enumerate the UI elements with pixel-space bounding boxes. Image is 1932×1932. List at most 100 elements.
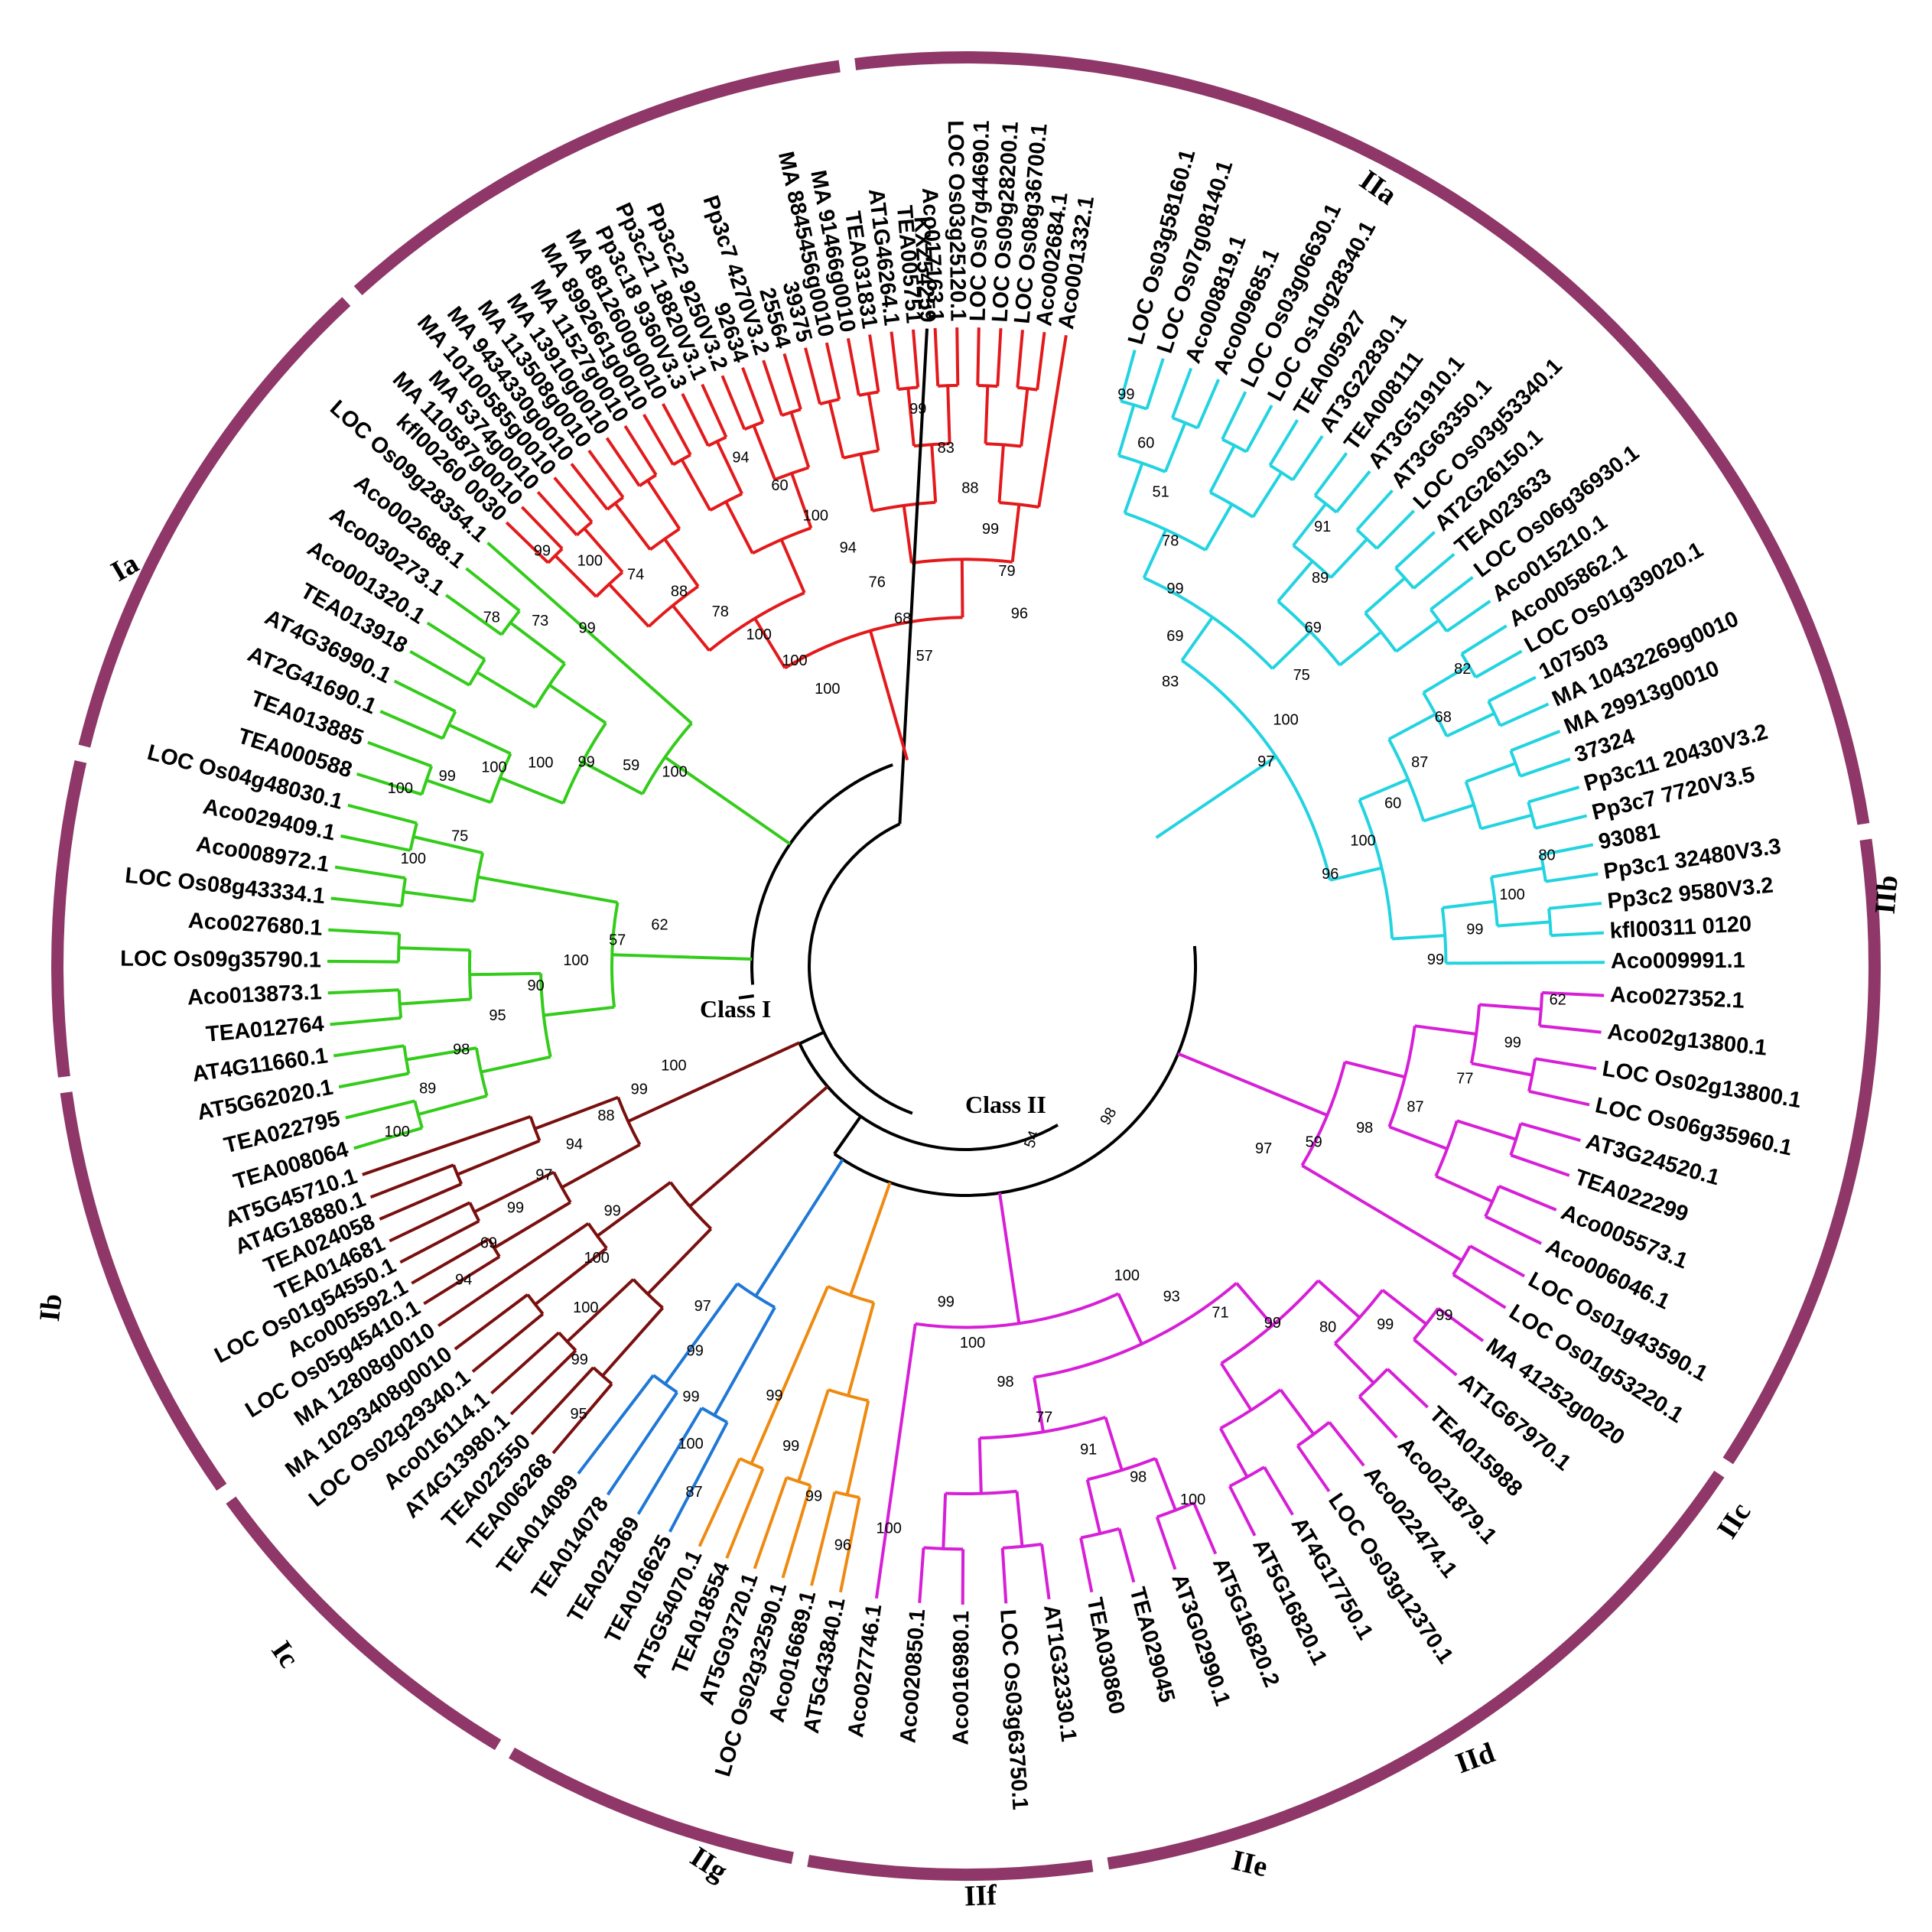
bootstrap-label: 57 [609,932,626,949]
branch [409,650,470,687]
branch [1244,404,1273,453]
class-i-backbone [750,763,893,985]
branch [753,1477,789,1569]
bootstrap-label: 75 [451,828,468,845]
branch [1040,1543,1051,1600]
branch [1171,367,1193,419]
branch [1497,920,1550,928]
branch-arc [1469,1004,1482,1064]
bootstrap-label: 89 [419,1080,436,1097]
class-ii-inner-arc [798,1042,1059,1151]
clade-connector [1177,1052,1264,1091]
branch [790,473,813,529]
branch [1317,1279,1361,1319]
ring-segment-iib [1722,838,1881,1465]
branch [1510,1153,1570,1177]
branch [1488,675,1537,703]
bootstrap-label: 99 [687,1342,704,1359]
branch [1085,1479,1102,1534]
bootstrap-label: 97 [694,1298,711,1315]
clade-connector [998,1192,1012,1262]
branch [912,329,920,388]
branch [1279,1388,1316,1436]
branch [1333,1342,1375,1384]
branch-arc [606,496,624,511]
bootstrap-label: 98 [1356,1120,1373,1137]
branch [445,594,503,636]
clade-label-iid: IId [1452,1737,1499,1781]
branch-arc [1300,1061,1347,1166]
bootstrap-label: 99 [982,521,999,538]
bootstrap-label: 99 [604,1203,621,1220]
branch [1117,1528,1136,1583]
bootstrap-label: 78 [712,603,729,620]
branch [476,671,536,709]
branch [389,1201,471,1243]
class-i-label: Class I [700,995,771,1023]
bootstrap-label: 73 [532,613,548,629]
branch [810,1491,837,1586]
bootstrap-label: 96 [834,1537,851,1553]
bootstrap-label: 77 [1036,1409,1052,1426]
deep-bootstrap-label: 54 [1021,1129,1042,1150]
branch-arc [708,591,805,652]
branch [534,1247,608,1306]
branch [1480,813,1533,831]
branch [1534,814,1588,830]
bootstrap-label: 83 [1162,673,1179,690]
branch [1446,711,1495,738]
branch [1520,1121,1581,1143]
branch [1545,872,1599,883]
branch [1117,1293,1143,1345]
bootstrap-label: 69 [1305,620,1322,636]
branch-arc [1292,544,1332,579]
branch [828,401,845,459]
clade-stem [1008,1260,1021,1324]
branch [1392,934,1446,941]
clade-ring [51,51,1881,1881]
bootstrap-label: 100 [481,759,506,776]
branch [838,1497,861,1593]
bootstrap-label: 99 [766,1387,782,1404]
bootstrap-label: 76 [869,574,886,591]
branch [1499,702,1550,727]
branch [1195,379,1221,429]
branch-arc [1509,750,1522,777]
branch [1228,1485,1257,1537]
branch [642,413,675,466]
bootstrap-label: 95 [489,1007,506,1024]
branch [1414,1024,1477,1036]
bootstrap-label: 78 [483,610,500,626]
branch [1154,1458,1177,1511]
clade-connector [883,1182,892,1198]
clade-connector [691,955,753,961]
root-arc [813,822,901,926]
bootstrap-label: 99 [1466,921,1483,938]
bootstrap-label: 80 [1319,1319,1336,1335]
branch [1395,619,1440,653]
branch-arc [1429,608,1449,633]
branch [505,521,550,564]
bootstrap-label: 99 [909,401,926,418]
clade-connector [886,693,909,761]
branch [1313,452,1348,497]
branch [480,1055,551,1074]
branch [561,1143,641,1189]
branch-arc [592,1366,613,1385]
branch [1534,1057,1597,1071]
branch-arc [1209,491,1254,519]
branch [997,444,1005,503]
branch-arc [649,527,681,551]
branch-arc [408,822,418,851]
branch [1221,391,1247,441]
clade-stem [1225,755,1277,792]
bootstrap-label: 62 [1550,992,1566,1009]
bootstrap-label: 74 [627,566,644,583]
branch [906,388,916,447]
bootstrap-label: 91 [1314,519,1331,535]
bootstrap-label: 99 [578,620,595,637]
clade-stem [627,1079,717,1124]
branch [330,1016,402,1026]
leaf-label: Aco013873.1 [187,980,322,1010]
branch-arc [858,390,879,397]
